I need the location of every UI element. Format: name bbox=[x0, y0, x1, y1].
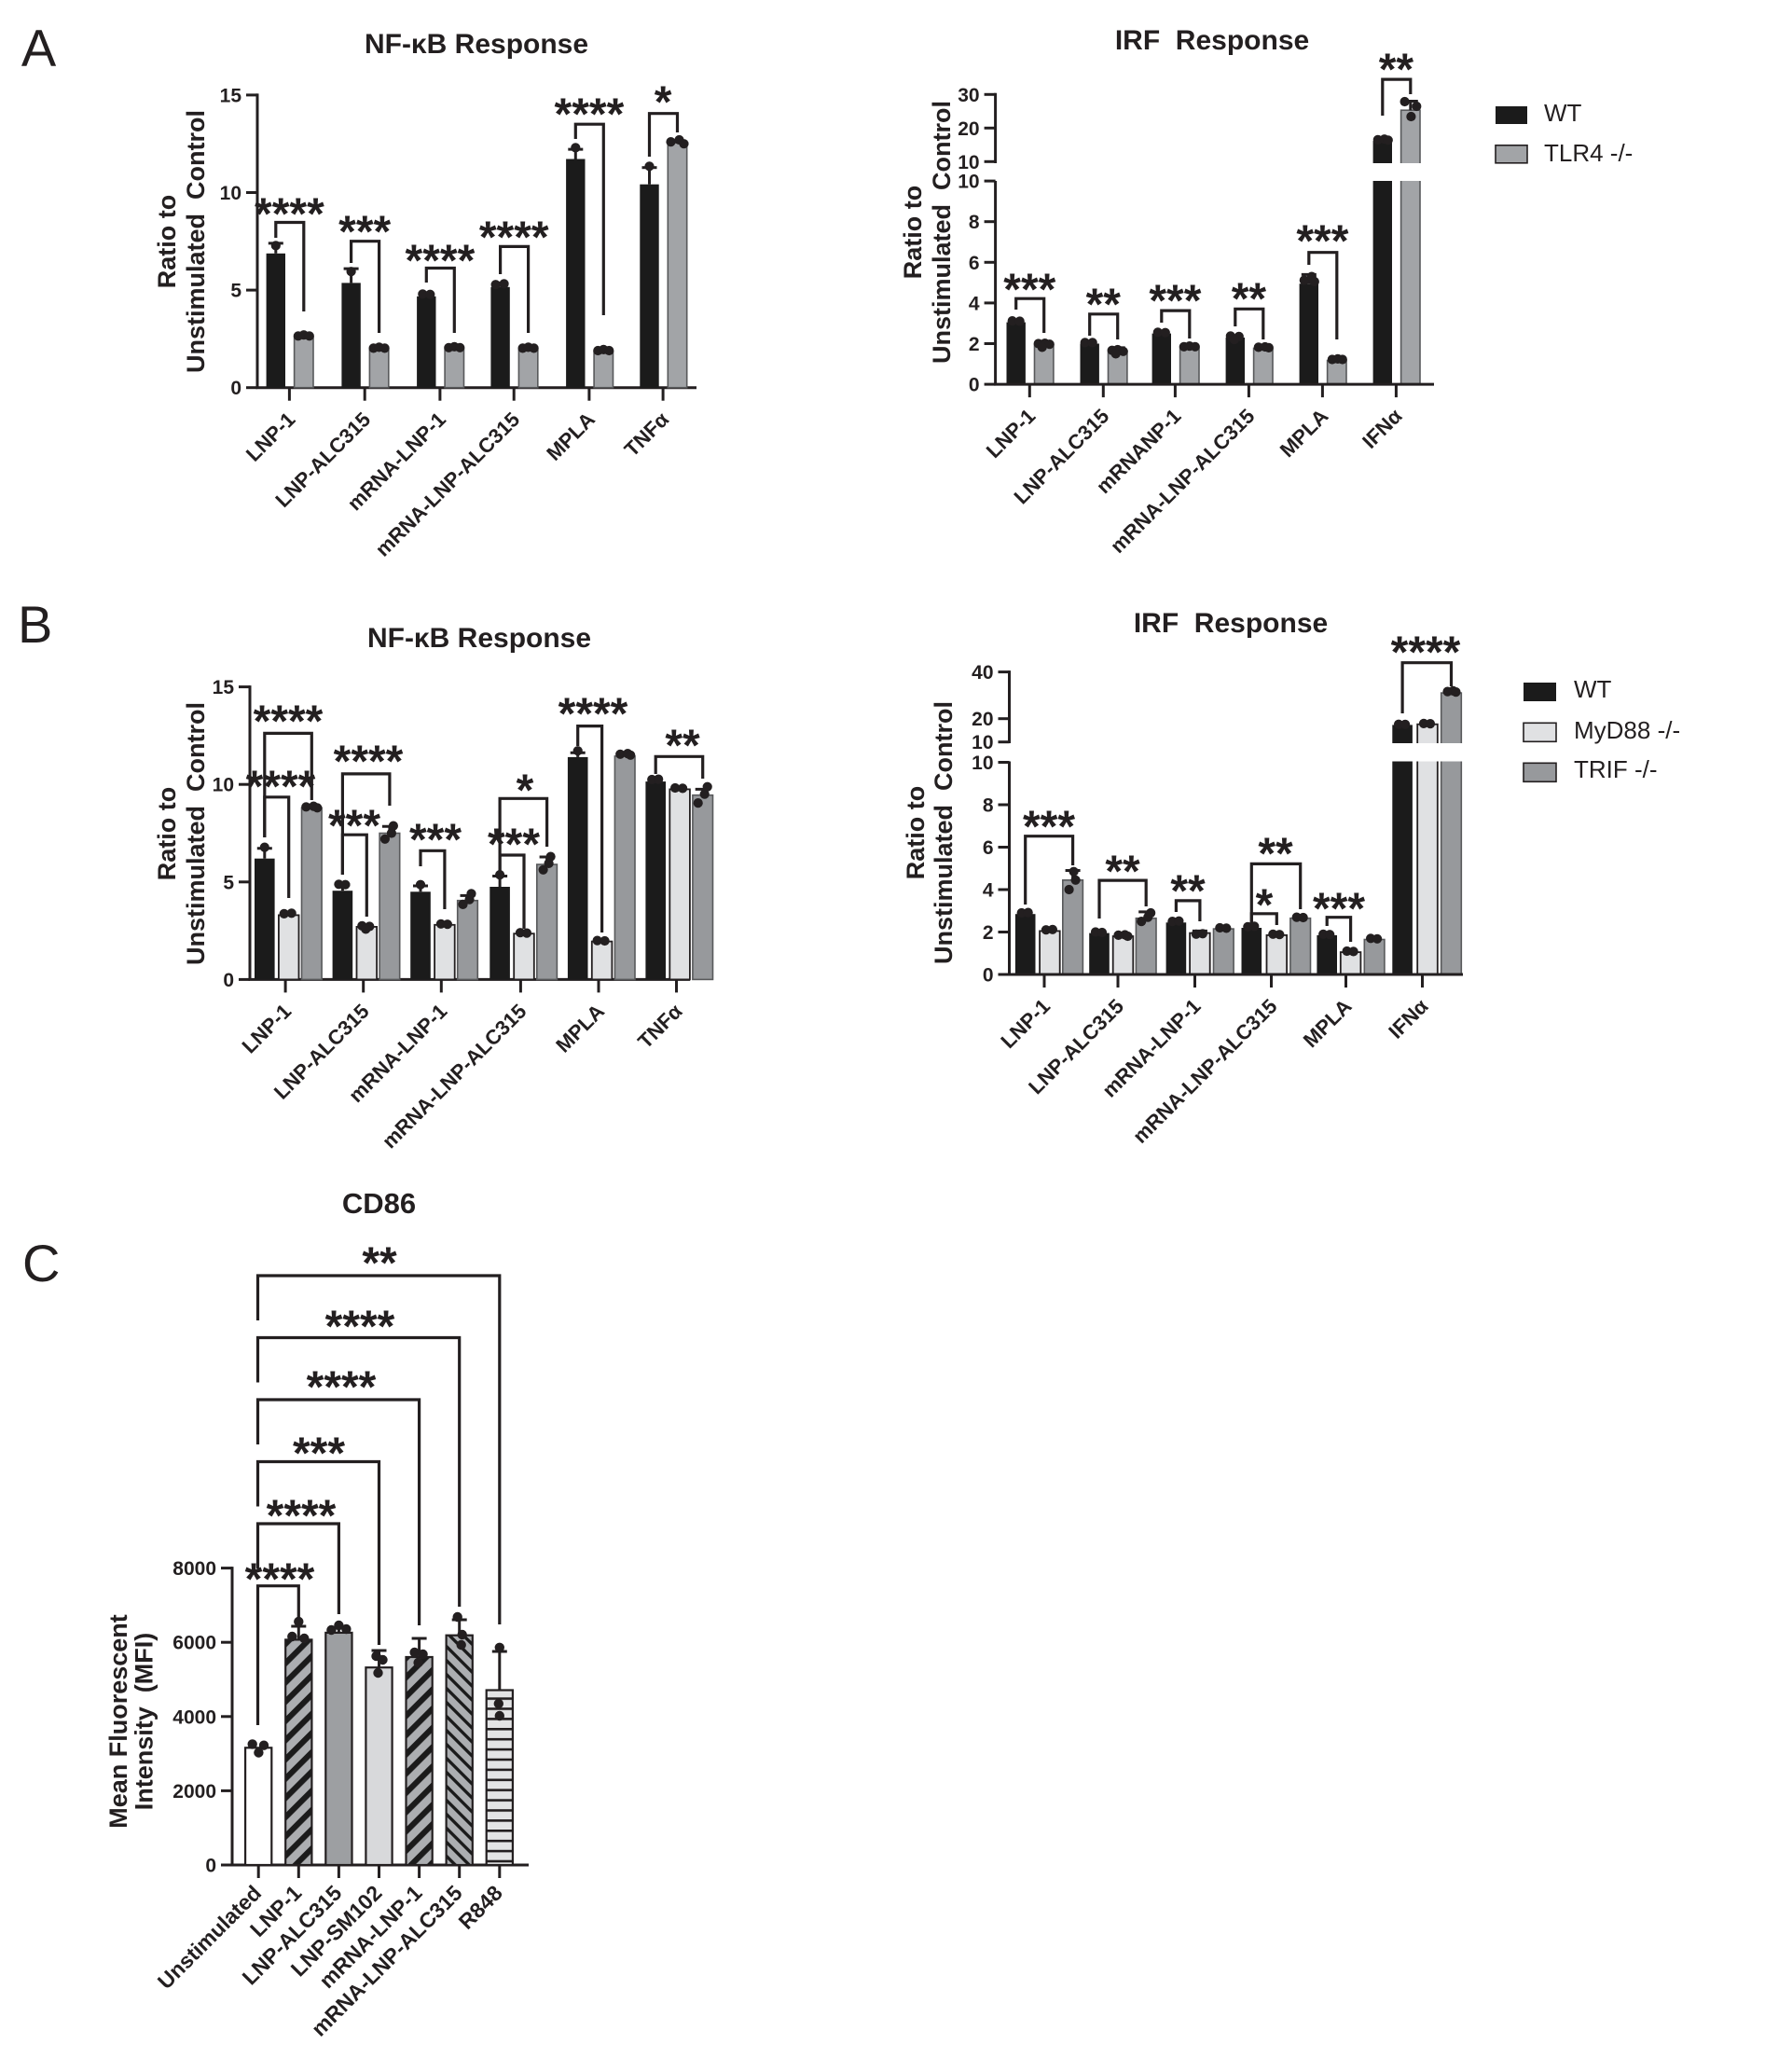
svg-text:4: 4 bbox=[983, 880, 994, 902]
svg-text:6: 6 bbox=[969, 253, 980, 274]
svg-text:Unstimulated Control: Unstimulated Control bbox=[928, 101, 956, 364]
svg-text:6: 6 bbox=[983, 837, 994, 859]
svg-text:***: *** bbox=[1296, 217, 1348, 267]
svg-text:10: 10 bbox=[213, 775, 234, 796]
svg-text:Ratio to: Ratio to bbox=[902, 786, 930, 880]
svg-text:*: * bbox=[517, 767, 534, 816]
svg-text:Unstimulated Control: Unstimulated Control bbox=[182, 702, 210, 965]
svg-text:20: 20 bbox=[972, 709, 993, 730]
svg-text:Ratio to: Ratio to bbox=[899, 186, 927, 280]
svg-text:**: ** bbox=[1258, 830, 1293, 879]
svg-text:Mean Fluorescent: Mean Fluorescent bbox=[104, 1614, 132, 1829]
svg-text:WT: WT bbox=[1544, 99, 1582, 127]
svg-text:10: 10 bbox=[220, 183, 241, 204]
svg-text:2: 2 bbox=[969, 334, 980, 355]
svg-text:20: 20 bbox=[958, 118, 979, 140]
svg-text:5: 5 bbox=[223, 872, 234, 893]
svg-text:Ratio to: Ratio to bbox=[153, 195, 181, 289]
svg-text:TLR4 -/-: TLR4 -/- bbox=[1544, 139, 1633, 167]
svg-text:****: **** bbox=[307, 1363, 377, 1413]
svg-text:2000: 2000 bbox=[172, 1781, 216, 1803]
svg-text:Unstimulated Control: Unstimulated Control bbox=[930, 701, 958, 964]
svg-text:Ratio to: Ratio to bbox=[153, 787, 181, 881]
svg-text:***: *** bbox=[1313, 885, 1365, 934]
svg-text:4: 4 bbox=[969, 293, 980, 314]
svg-text:****: **** bbox=[479, 214, 549, 263]
svg-text:15: 15 bbox=[220, 85, 242, 106]
svg-text:****: **** bbox=[555, 90, 625, 140]
svg-text:****: **** bbox=[325, 1303, 395, 1352]
svg-text:0: 0 bbox=[969, 375, 980, 396]
svg-text:4000: 4000 bbox=[172, 1706, 216, 1728]
svg-text:**: ** bbox=[362, 1239, 397, 1289]
svg-text:***: *** bbox=[338, 208, 391, 257]
svg-text:0: 0 bbox=[983, 965, 994, 987]
svg-text:10: 10 bbox=[972, 732, 993, 753]
svg-text:****: **** bbox=[334, 738, 404, 787]
svg-text:C: C bbox=[22, 1234, 60, 1292]
svg-text:B: B bbox=[18, 595, 52, 654]
svg-text:**: ** bbox=[1232, 275, 1267, 325]
svg-text:****: **** bbox=[254, 698, 324, 747]
svg-text:8: 8 bbox=[969, 212, 980, 233]
svg-text:10: 10 bbox=[958, 152, 979, 173]
svg-text:15: 15 bbox=[213, 677, 235, 698]
svg-text:WT: WT bbox=[1574, 675, 1612, 703]
svg-text:0: 0 bbox=[230, 378, 241, 399]
svg-text:***: *** bbox=[409, 816, 462, 865]
svg-text:NF-κB Response: NF-κB Response bbox=[367, 623, 591, 654]
svg-text:***: *** bbox=[293, 1430, 345, 1479]
svg-text:**: ** bbox=[1170, 867, 1206, 917]
svg-text:IRF Response: IRF Response bbox=[1134, 608, 1328, 639]
svg-text:2: 2 bbox=[983, 922, 994, 944]
svg-text:***: *** bbox=[1003, 266, 1055, 315]
svg-text:Intensity (MFI): Intensity (MFI) bbox=[131, 1633, 159, 1811]
svg-text:****: **** bbox=[267, 1492, 337, 1541]
svg-text:**: ** bbox=[1379, 46, 1414, 95]
svg-text:5: 5 bbox=[230, 281, 241, 302]
svg-text:0: 0 bbox=[205, 1856, 216, 1877]
svg-text:***: *** bbox=[488, 821, 540, 870]
svg-text:CD86: CD86 bbox=[342, 1187, 416, 1220]
svg-text:MyD88 -/-: MyD88 -/- bbox=[1574, 716, 1680, 744]
svg-text:****: **** bbox=[245, 1555, 315, 1605]
svg-text:****: **** bbox=[558, 690, 628, 739]
svg-text:**: ** bbox=[1086, 281, 1122, 330]
svg-text:6000: 6000 bbox=[172, 1633, 216, 1654]
svg-text:0: 0 bbox=[223, 970, 234, 991]
svg-text:****: **** bbox=[1391, 629, 1461, 678]
svg-text:IRF Response: IRF Response bbox=[1115, 25, 1309, 56]
svg-text:8: 8 bbox=[983, 795, 994, 817]
svg-text:10: 10 bbox=[958, 172, 979, 193]
svg-text:*: * bbox=[1256, 881, 1274, 931]
svg-text:30: 30 bbox=[958, 85, 979, 106]
svg-text:A: A bbox=[21, 18, 57, 76]
svg-text:***: *** bbox=[328, 802, 380, 851]
svg-text:****: **** bbox=[406, 237, 476, 286]
svg-text:*: * bbox=[655, 78, 672, 128]
svg-text:****: **** bbox=[246, 763, 316, 812]
svg-text:**: ** bbox=[1105, 848, 1140, 897]
svg-text:10: 10 bbox=[972, 753, 993, 774]
svg-text:NF-κB Response: NF-κB Response bbox=[365, 29, 588, 60]
svg-text:****: **** bbox=[255, 190, 324, 240]
svg-text:TRIF -/-: TRIF -/- bbox=[1574, 755, 1658, 783]
svg-text:Unstimulated Control: Unstimulated Control bbox=[182, 110, 210, 373]
svg-text:***: *** bbox=[1023, 803, 1075, 852]
svg-text:8000: 8000 bbox=[172, 1558, 216, 1580]
svg-text:40: 40 bbox=[972, 662, 993, 684]
svg-text:**: ** bbox=[665, 722, 700, 771]
svg-text:***: *** bbox=[1149, 277, 1201, 326]
